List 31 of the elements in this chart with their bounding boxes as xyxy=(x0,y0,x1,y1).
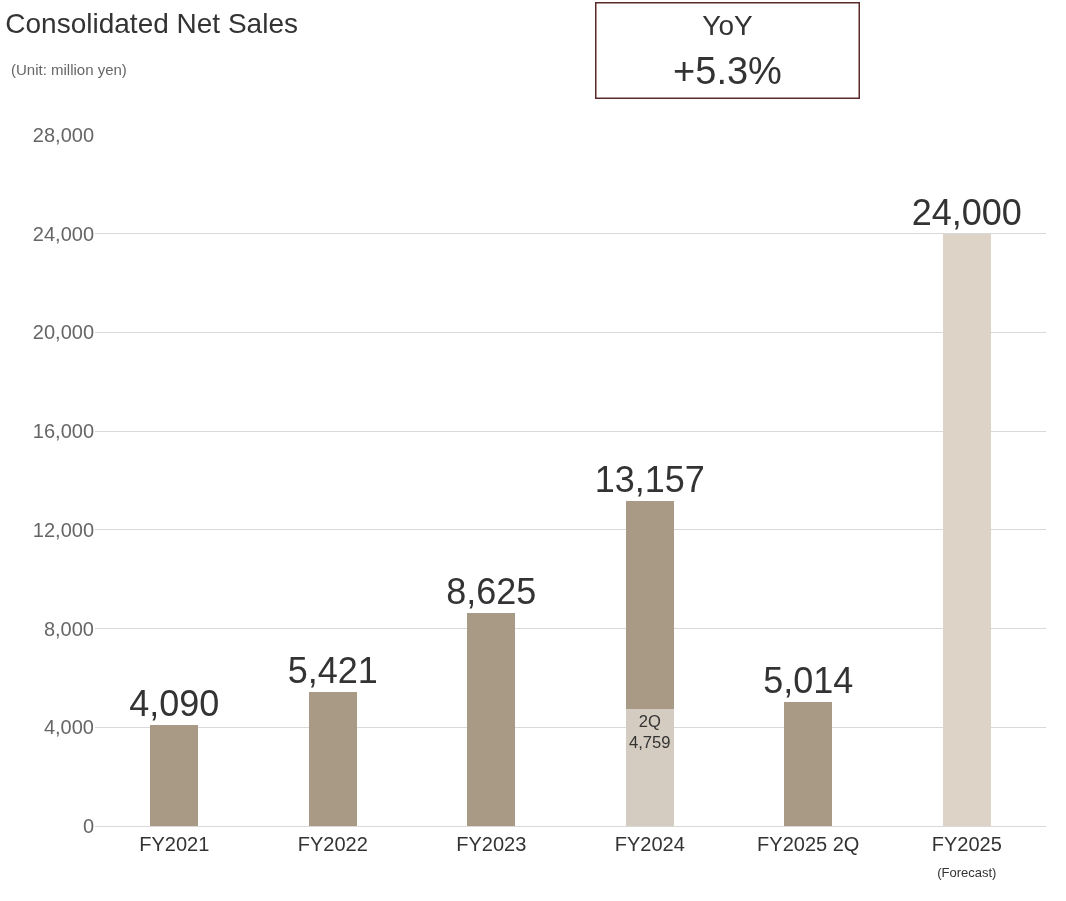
total-label: 5,421 xyxy=(287,650,378,692)
y-tick-label: 0 xyxy=(82,815,94,837)
bar xyxy=(467,613,516,826)
bar xyxy=(308,692,357,826)
text: YoY +5.3% xyxy=(673,9,782,92)
chart-title: Consolidated Net Sales xyxy=(5,8,298,40)
bar xyxy=(625,501,674,709)
y-tick-label: 20,000 xyxy=(32,321,94,344)
x-tick-label: FY2025 2Q xyxy=(757,833,860,855)
y-tick-label: 4,000 xyxy=(43,716,94,739)
x-tick-label: FY2023 xyxy=(456,833,527,855)
bar xyxy=(150,725,199,826)
x-tick-label: FY2024 xyxy=(614,833,685,855)
y-tick-label: 24,000 xyxy=(32,222,94,245)
y-tick-label: 12,000 xyxy=(32,518,94,541)
total-label: 5,014 xyxy=(763,660,854,702)
bar xyxy=(942,233,991,826)
total-label: 8,625 xyxy=(446,571,537,613)
total-label: 13,157 xyxy=(594,459,705,501)
total-label: 24,000 xyxy=(911,191,1022,233)
y-tick-label: 16,000 xyxy=(32,420,94,443)
y-tick-label: 8,000 xyxy=(43,617,94,640)
data-label: 2Q 4,759 xyxy=(628,711,671,753)
x-tick-label: FY2022 xyxy=(297,833,368,855)
y-tick-label: 28,000 xyxy=(32,124,94,146)
text: (Unit: million yen) xyxy=(11,61,127,78)
x-tick-label: FY2025 (Forecast) xyxy=(931,833,1002,880)
total-label: 4,090 xyxy=(129,683,220,725)
x-tick-label: FY2021 xyxy=(139,833,210,855)
bar xyxy=(625,708,674,826)
bar xyxy=(784,702,833,826)
